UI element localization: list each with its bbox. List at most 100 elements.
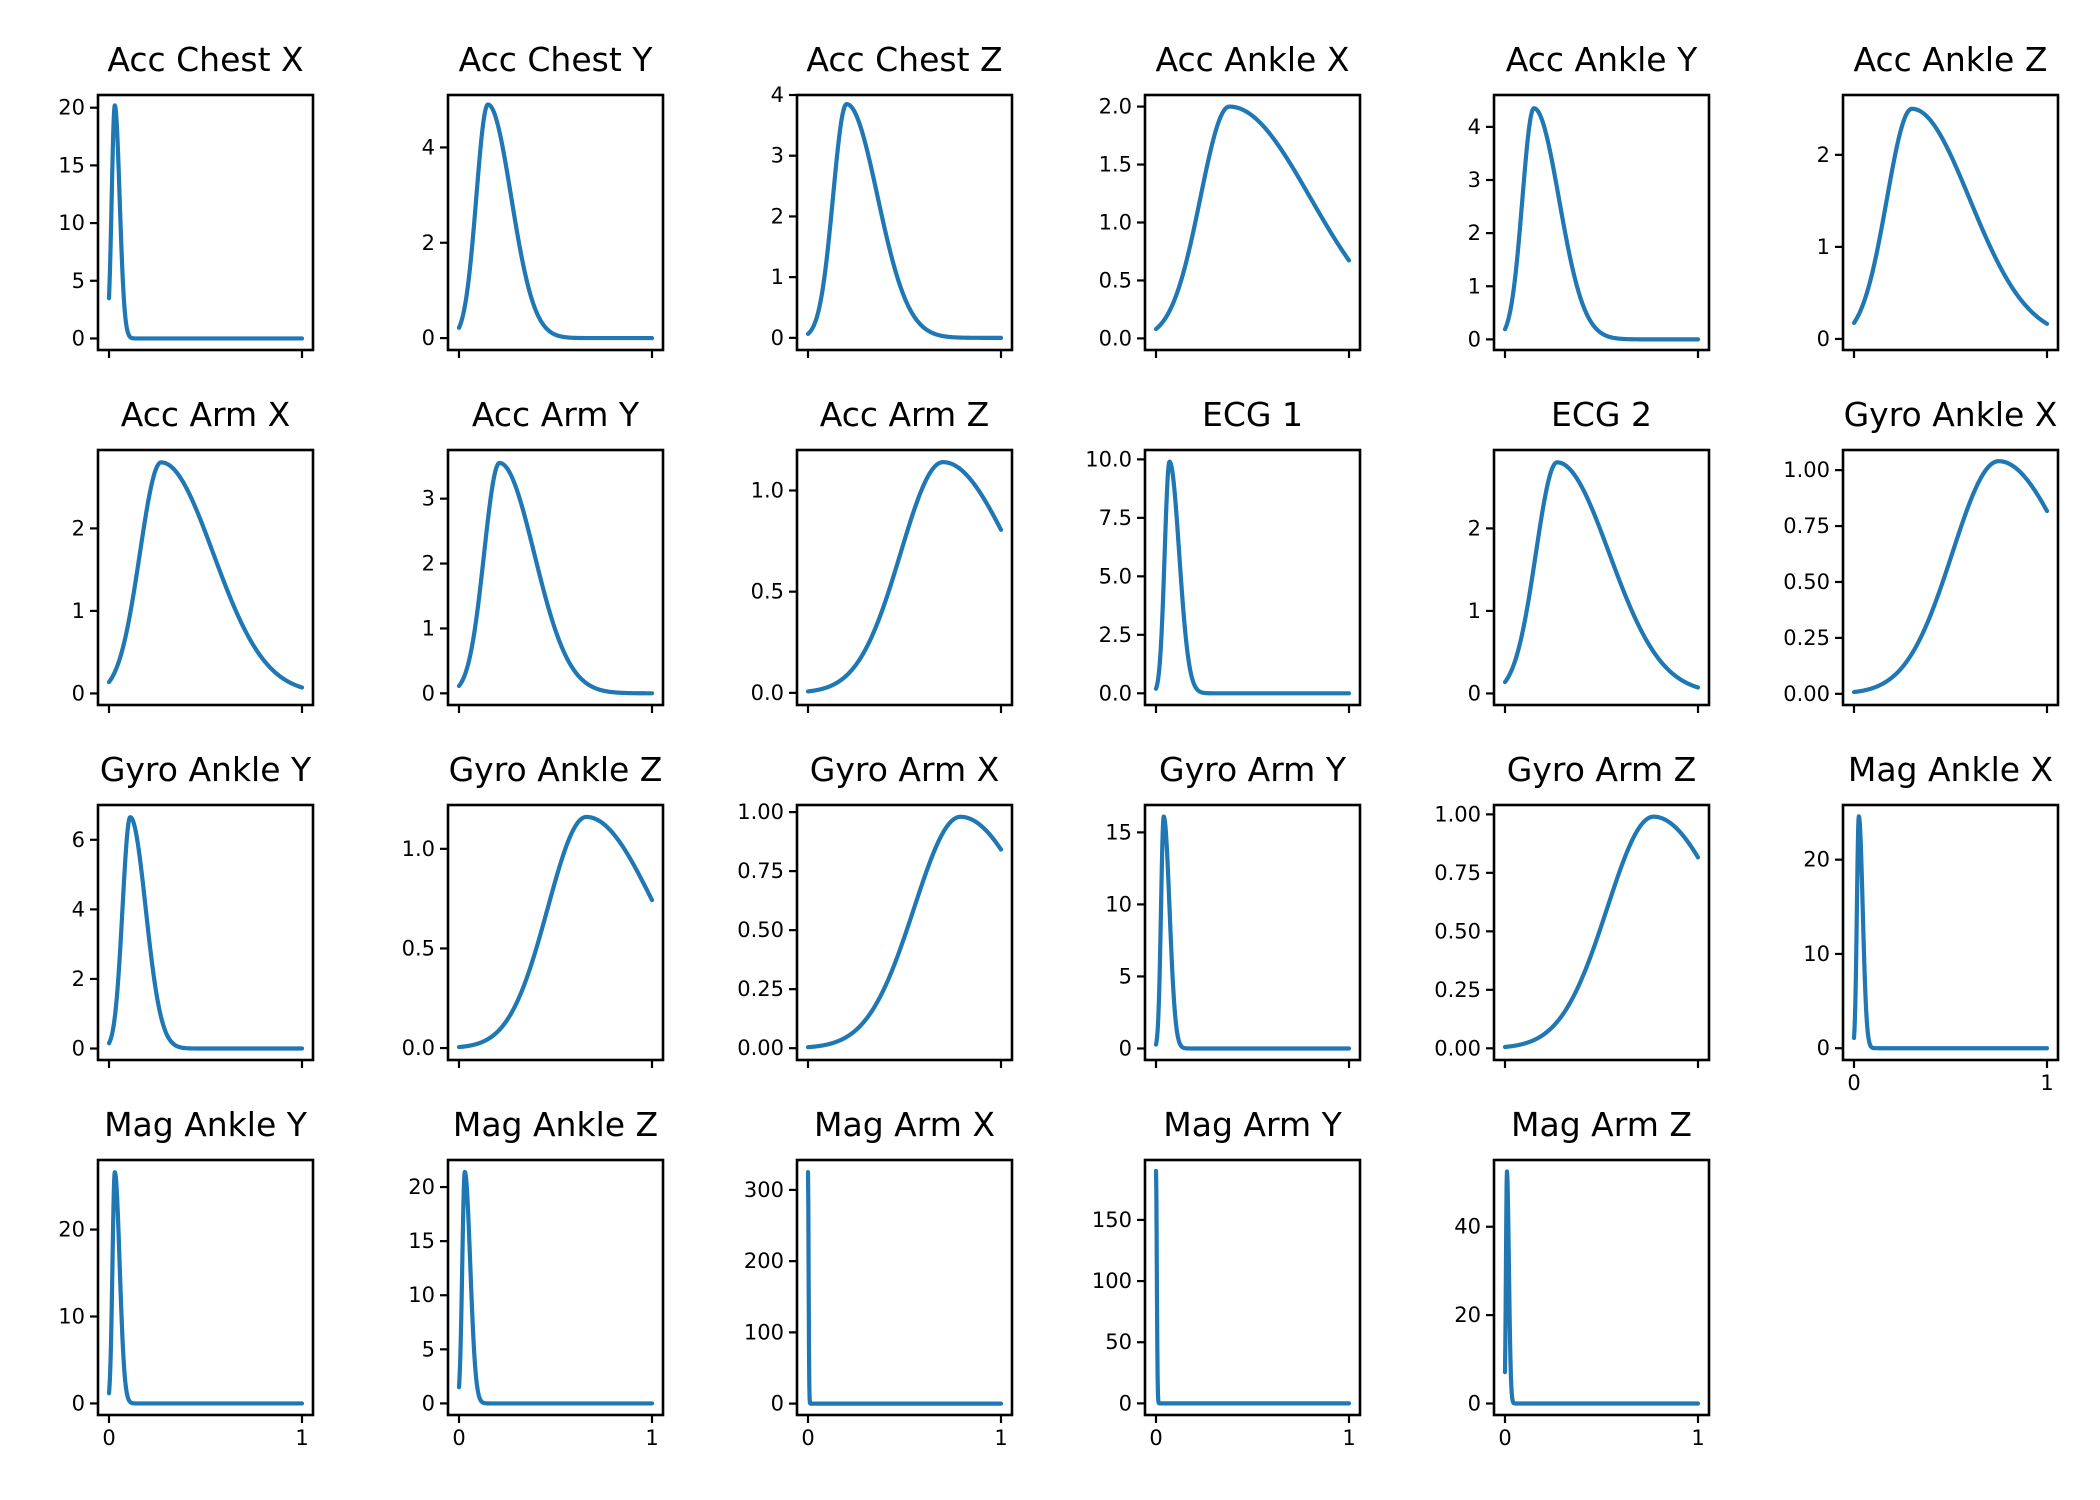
y-tick-label: 2 (1468, 221, 1481, 245)
y-tick-label: 0.0 (751, 681, 784, 705)
density-curve (1502, 1169, 1701, 1406)
axes-frame (1492, 93, 1711, 352)
density-curve (456, 1169, 655, 1406)
y-tick-label: 0.5 (402, 936, 435, 960)
y-tick-label: 300 (744, 1178, 784, 1202)
axes-frame (96, 803, 315, 1062)
x-tick-label: 0 (102, 1426, 115, 1450)
y-tick-label: 2 (1817, 143, 1830, 167)
y-tick-label: 1.5 (1099, 153, 1132, 177)
density-curve (1851, 106, 2050, 326)
y-tick-label: 10 (58, 211, 85, 235)
subplot: Acc Ankle Z 0 1 2 (1817, 40, 2060, 358)
subplot-title: Gyro Arm Z (1507, 750, 1696, 789)
y-tick-label: 150 (1092, 1208, 1132, 1232)
density-curve (456, 460, 655, 696)
y-tick-label: 1 (771, 265, 784, 289)
y-tick-label: 5.0 (1099, 564, 1132, 588)
y-tick-label: 0.75 (1783, 514, 1830, 538)
y-tick-label: 0.25 (737, 977, 784, 1001)
y-tick-label: 10 (408, 1283, 435, 1307)
density-curve (1153, 1168, 1352, 1406)
density-curve (106, 815, 305, 1051)
y-tick-label: 4 (771, 83, 784, 107)
y-tick-label: 3 (771, 144, 784, 168)
y-tick-label: 0.50 (1434, 919, 1481, 943)
density-curve (805, 814, 1004, 1050)
subplot-title: Mag Ankle Z (453, 1105, 658, 1144)
axes-frame (1492, 1158, 1711, 1417)
y-tick-label: 6 (72, 828, 85, 852)
subplot-title: Acc Ankle Z (1854, 40, 2048, 79)
y-tick-label: 20 (1454, 1303, 1481, 1327)
subplot: Mag Ankle X 0 10 20 0 1 (1803, 750, 2060, 1095)
subplot-title: Gyro Arm X (810, 750, 999, 789)
density-curve (456, 102, 655, 341)
x-tick-label: 0 (1847, 1071, 1860, 1095)
x-tick-label: 1 (2040, 1071, 2053, 1095)
axes-frame (795, 93, 1014, 352)
subplot-title: Acc Ankle Y (1506, 40, 1698, 79)
y-tick-label: 0.0 (402, 1036, 435, 1060)
y-tick-label: 0.25 (1783, 626, 1830, 650)
subplot: ECG 2 0 1 2 (1468, 395, 1711, 713)
density-curve (106, 460, 305, 690)
x-tick-label: 1 (994, 1426, 1007, 1450)
subplot: Gyro Arm Y 0 5 10 15 (1105, 750, 1362, 1068)
y-tick-label: 0 (422, 326, 435, 350)
y-tick-label: 0.00 (1783, 682, 1830, 706)
y-tick-label: 15 (408, 1229, 435, 1253)
axes-frame (795, 448, 1014, 707)
subplot-title: Mag Arm Y (1163, 1105, 1342, 1144)
subplot-title: Acc Arm Z (820, 395, 990, 434)
axes-frame (1841, 803, 2060, 1062)
subplot: Acc Ankle Y 0 1 2 3 4 (1468, 40, 1711, 358)
subplot-title: Acc Arm X (121, 395, 291, 434)
density-curve (1851, 814, 2050, 1051)
subplot: Mag Arm Y 0 50 100 150 0 1 (1092, 1105, 1362, 1450)
y-tick-label: 1.0 (1099, 211, 1132, 235)
subplot-title: Mag Ankle Y (104, 1105, 308, 1144)
axes-frame (96, 448, 315, 707)
axes-frame (1143, 93, 1362, 352)
y-tick-label: 50 (1105, 1330, 1132, 1354)
y-tick-label: 0 (422, 681, 435, 705)
y-tick-label: 4 (1468, 115, 1481, 139)
density-curve (1153, 814, 1352, 1051)
subplot-title: Acc Chest Y (459, 40, 654, 79)
y-tick-label: 1 (1468, 274, 1481, 298)
y-tick-label: 1.00 (737, 800, 784, 824)
density-curve (106, 103, 305, 341)
axes-frame (1841, 448, 2060, 707)
axes-frame (96, 93, 315, 352)
subplot: Gyro Ankle Z 0.0 0.5 1.0 (402, 750, 665, 1068)
y-tick-label: 0 (72, 681, 85, 705)
subplot: Acc Arm X 0 1 2 (72, 395, 315, 713)
x-tick-label: 1 (1691, 1426, 1704, 1450)
y-tick-label: 10.0 (1085, 447, 1132, 471)
y-tick-label: 0 (771, 1392, 784, 1416)
subplot-title: Acc Chest Z (806, 40, 1002, 79)
subplot: ECG 1 0.0 2.5 5.0 7.5 10.0 (1085, 395, 1362, 713)
y-tick-label: 1 (1468, 599, 1481, 623)
x-tick-label: 1 (295, 1426, 308, 1450)
y-tick-label: 20 (408, 1175, 435, 1199)
density-curve (805, 460, 1004, 694)
y-tick-label: 2 (422, 231, 435, 255)
y-tick-label: 0.00 (737, 1036, 784, 1060)
x-tick-label: 0 (801, 1426, 814, 1450)
axes-frame (446, 803, 665, 1062)
axes-frame (795, 1158, 1014, 1417)
x-tick-label: 0 (1498, 1426, 1511, 1450)
density-curve (805, 102, 1004, 340)
y-tick-label: 0.00 (1434, 1036, 1481, 1060)
y-tick-label: 1 (1817, 235, 1830, 259)
y-tick-label: 0 (1468, 1392, 1481, 1416)
y-tick-label: 100 (1092, 1269, 1132, 1293)
y-tick-label: 2 (72, 516, 85, 540)
x-tick-label: 1 (645, 1426, 658, 1450)
subplot-title: Mag Arm X (814, 1105, 995, 1144)
subplot-title: Acc Arm Y (472, 395, 640, 434)
y-tick-label: 5 (422, 1337, 435, 1361)
